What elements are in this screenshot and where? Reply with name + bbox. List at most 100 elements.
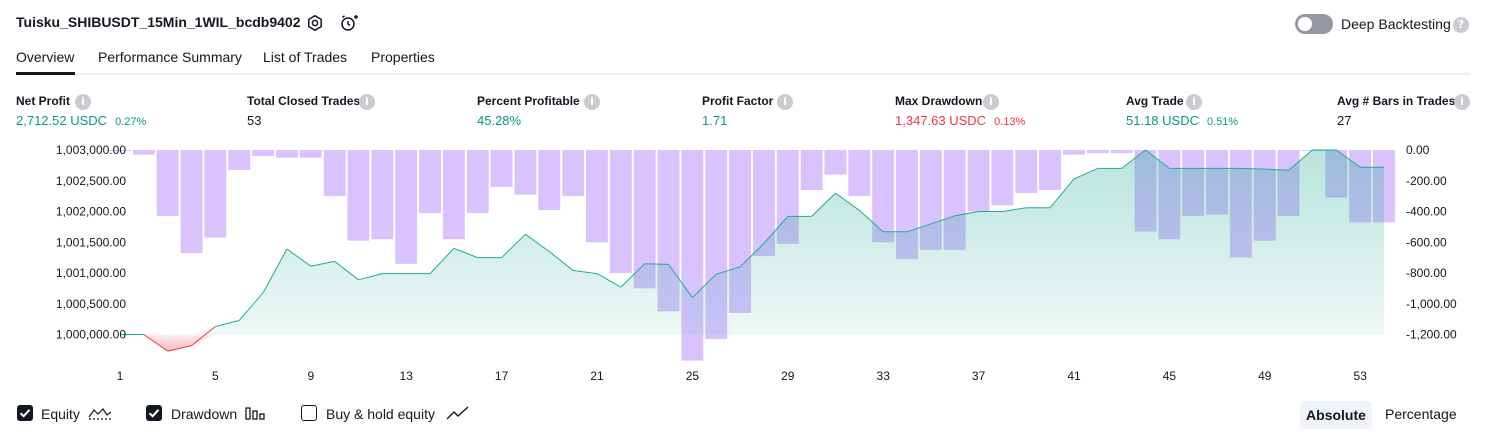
drawdown-bar: [1039, 150, 1061, 190]
y-right-tick-label: 0.00: [1406, 143, 1430, 157]
equity-line-segment: [143, 334, 168, 352]
equity-legend-label[interactable]: Equity: [41, 406, 80, 422]
drawdown-bar: [967, 150, 990, 212]
tab-performance-summary[interactable]: Performance Summary: [98, 49, 242, 65]
add-alert-icon[interactable]: [340, 14, 358, 32]
stat-net-profit-value: 2,712.52 USDC 0.27%: [16, 113, 147, 128]
equity-line-segment: [858, 209, 884, 233]
equity-line-segment: [930, 215, 955, 225]
info-icon[interactable]: i: [359, 94, 375, 110]
equity-line-segment: [954, 211, 979, 217]
x-tick-label: 1: [117, 369, 124, 383]
drawdown-bar: [490, 150, 513, 187]
stat-avg-bars-value: 27: [1337, 113, 1352, 128]
y-right-tick-label: -800.00: [1406, 266, 1447, 280]
info-icon[interactable]: i: [1186, 94, 1202, 110]
equity-line-segment: [573, 270, 598, 275]
x-tick-label: 9: [307, 369, 314, 383]
y-left-tick-label: 1,000,000.00: [56, 328, 126, 342]
equity-line-segment: [191, 326, 216, 346]
equity-line-segment: [716, 266, 741, 275]
deep-backtesting-toggle[interactable]: [1295, 14, 1333, 34]
info-icon[interactable]: i: [1454, 94, 1470, 110]
buy-hold-legend-label[interactable]: Buy & hold equity: [326, 406, 435, 422]
drawdown-bar: [991, 150, 1014, 206]
equity-line-segment: [358, 273, 383, 281]
drawdown-bar: [109, 150, 131, 151]
equity-line-segment: [310, 260, 335, 267]
equity-line-segment: [1049, 178, 1075, 209]
tab-list-of-trades[interactable]: List of Trades: [263, 49, 348, 65]
equity-line-segment: [238, 292, 264, 321]
settings-icon[interactable]: [306, 14, 324, 32]
drawdown-checkbox[interactable]: [146, 405, 162, 421]
drawdown-legend-label[interactable]: Drawdown: [171, 406, 238, 422]
drawdown-bar: [586, 150, 608, 243]
x-tick-label: 37: [972, 369, 986, 383]
equity-line-segment: [1240, 167, 1265, 170]
buy-hold-line-icon: [446, 405, 470, 426]
drawdown-bar: [562, 150, 585, 197]
tab-properties[interactable]: Properties: [371, 49, 435, 65]
equity-line-segment: [811, 192, 836, 217]
buy-hold-checkbox[interactable]: [301, 405, 317, 421]
equity-line-icon: [88, 405, 112, 426]
drawdown-bar: [276, 150, 298, 158]
drawdown-bar: [848, 150, 871, 197]
y-right-tick-label: -200.00: [1406, 174, 1447, 188]
equity-checkbox[interactable]: [17, 405, 33, 421]
drawdown-bar: [323, 150, 346, 197]
x-tick-label: 49: [1258, 369, 1272, 383]
y-right-tick-label: -400.00: [1406, 205, 1447, 219]
x-tick-label: 25: [686, 369, 700, 383]
drawdown-bar: [347, 150, 370, 241]
equity-line-segment: [644, 263, 669, 265]
equity-line-segment: [1336, 149, 1361, 168]
drawdown-bar: [1110, 150, 1133, 154]
equity-line-segment: [501, 233, 526, 258]
y-left-tick-label: 1,002,000.00: [56, 205, 126, 219]
stat-max-drawdown-label: Max Drawdown: [895, 94, 983, 108]
y-right-tick-label: -1,000.00: [1406, 297, 1457, 311]
strategy-title: Tuisku_SHIBUSDT_15Min_1WIL_bcdb9402: [16, 14, 301, 30]
drawdown-bar: [824, 150, 847, 175]
equity-line-segment: [286, 248, 312, 267]
drawdown-bar: [538, 150, 561, 210]
drawdown-bars-icon: [245, 405, 267, 426]
x-tick-label: 5: [212, 369, 219, 383]
info-icon[interactable]: i: [983, 94, 999, 110]
tab-overview[interactable]: Overview: [16, 49, 75, 65]
x-tick-label: 53: [1354, 369, 1368, 383]
equity-area: [120, 149, 1384, 352]
drawdown-bar: [156, 150, 179, 217]
percentage-view-button[interactable]: Percentage: [1385, 406, 1457, 422]
y-axis-right: 0.00 -200.00 -400.00 -600.00 -800.00 -1,000.0…: [1406, 143, 1457, 342]
equity-loss-area: [120, 334, 1384, 352]
drawdown-bar: [252, 150, 274, 157]
y-axis-left: 1,003,000.00 1,002,500.00 1,002,000.00 1,00…: [56, 143, 126, 342]
equity-line-segment: [596, 273, 622, 288]
x-axis: 1 5 9 13 17 21 25 29 33 37 41 45 49 53: [117, 369, 1368, 383]
x-tick-label: 29: [781, 369, 795, 383]
y-right-tick-label: -1,200.00: [1406, 328, 1457, 342]
stat-profit-factor-label: Profit Factor: [702, 94, 774, 108]
stat-max-drawdown-value: 1,347.63 USDC 0.13%: [895, 113, 1026, 128]
y-right-tick-label: -600.00: [1406, 235, 1447, 249]
equity-drawdown-chart[interactable]: 1,003,000.00 1,002,500.00 1,002,000.00 1,00…: [0, 140, 1486, 390]
stat-avg-trade-value: 51.18 USDC 0.51%: [1126, 113, 1239, 128]
equity-line-segment: [167, 345, 192, 352]
absolute-view-button[interactable]: Absolute: [1300, 401, 1372, 429]
info-icon[interactable]: i: [75, 94, 91, 110]
active-tab-indicator: [16, 72, 75, 75]
equity-line-segment: [1145, 149, 1170, 169]
stat-net-profit-label: Net Profit: [16, 94, 70, 108]
equity-line-segment: [334, 260, 359, 281]
help-icon[interactable]: ?: [1453, 17, 1469, 33]
x-tick-label: 33: [877, 369, 891, 383]
drawdown-bar: [800, 150, 823, 190]
drawdown-bar: [442, 150, 465, 240]
equity-line-segment: [1288, 149, 1313, 171]
info-icon[interactable]: i: [777, 94, 793, 110]
equity-line-segment: [262, 248, 288, 293]
info-icon[interactable]: i: [584, 94, 600, 110]
